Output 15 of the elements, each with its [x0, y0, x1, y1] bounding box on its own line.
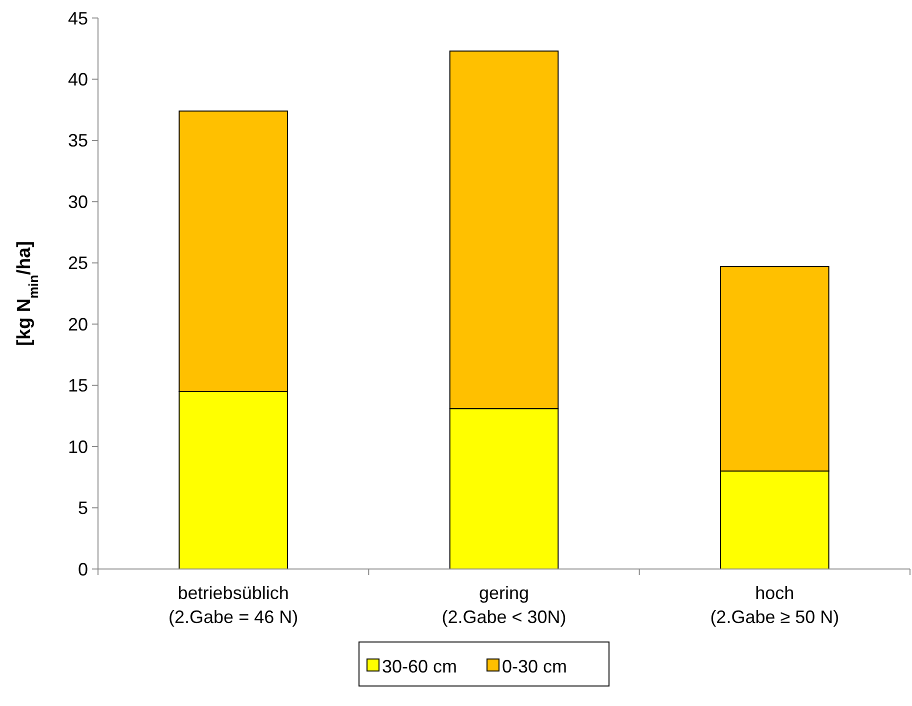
x-tick-label: hoch (2.Gabe ≥ 50 N) — [710, 583, 840, 627]
y-tick-label: 45 — [68, 8, 88, 28]
x-tick-label: betriebsüblich (2.Gabe = 46 N) — [168, 583, 298, 627]
y-tick-label: 0 — [78, 559, 88, 580]
y-tick-label: 5 — [78, 498, 88, 518]
y-tick-label: 10 — [68, 436, 88, 457]
legend-label: 30-60 cm — [382, 656, 458, 676]
y-tick-label: 15 — [68, 376, 88, 396]
y-tick-label: 35 — [68, 130, 88, 151]
legend-label: 0-30 cm — [502, 656, 568, 676]
y-tick-label: 30 — [68, 192, 88, 212]
y-tick-label: 20 — [68, 314, 88, 334]
y-tick-label: 25 — [68, 253, 88, 274]
x-tick-label: gering (2.Gabe < 30N) — [442, 583, 566, 627]
y-tick-label: 40 — [68, 70, 88, 90]
